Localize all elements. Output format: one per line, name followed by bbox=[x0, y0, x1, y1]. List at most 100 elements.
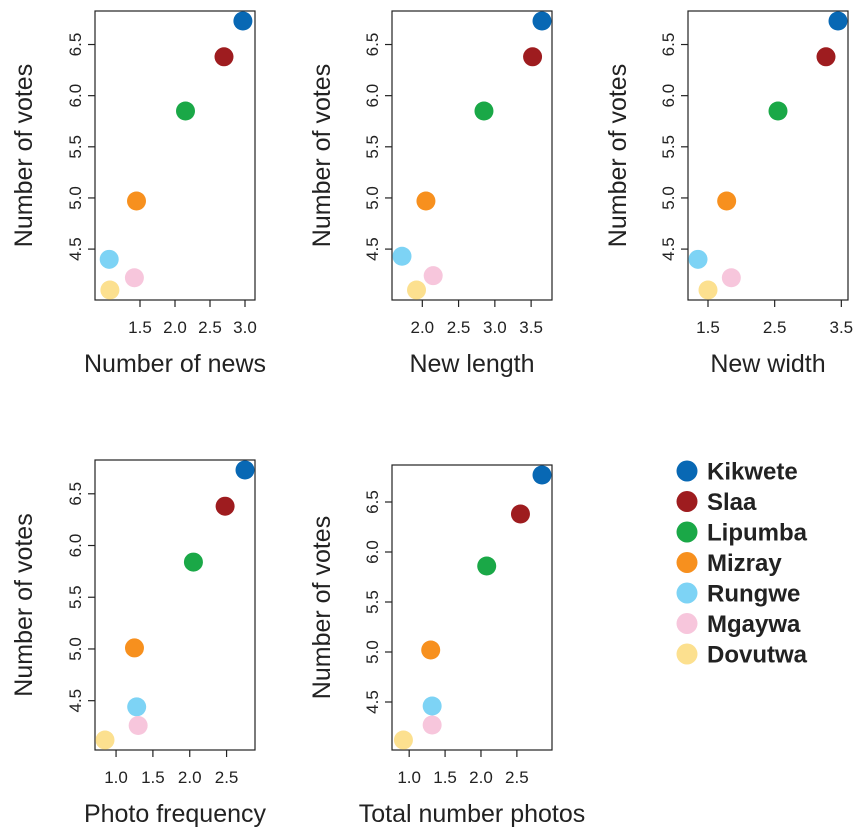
legend-item-dovutwa: Dovutwa bbox=[676, 642, 808, 669]
y-tick-label: 5.0 bbox=[363, 640, 382, 664]
y-axis-title: Number of votes bbox=[604, 64, 632, 247]
y-tick-label: 6.0 bbox=[363, 84, 382, 108]
x-axis-title: Photo frequency bbox=[84, 800, 267, 828]
point-slaa bbox=[215, 496, 235, 516]
point-kikwete bbox=[233, 11, 253, 31]
y-tick-label: 6.5 bbox=[363, 490, 382, 514]
x-tick-label: 1.5 bbox=[141, 768, 165, 787]
x-tick-label: 3.5 bbox=[519, 318, 543, 337]
plot-frame bbox=[391, 464, 553, 751]
legend-label: Rungwe bbox=[707, 581, 800, 608]
y-tick-label: 6.5 bbox=[363, 33, 382, 57]
point-kikwete bbox=[828, 11, 848, 31]
x-tick-label: 1.0 bbox=[397, 768, 421, 787]
point-mizray bbox=[124, 638, 144, 658]
legend-item-rungwe: Rungwe bbox=[676, 581, 800, 608]
y-tick-label: 6.0 bbox=[363, 540, 382, 564]
point-kikwete bbox=[532, 11, 552, 31]
x-tick-label: 3.0 bbox=[483, 318, 507, 337]
scatter-panel-1: 1.5 2.0 2.5 3.0 4.5 5.0 5.5 6.0 6.5 Number of new… bbox=[10, 10, 266, 378]
point-dovutwa bbox=[393, 730, 413, 750]
point-rungwe bbox=[99, 249, 119, 269]
y-axis-title: Number of votes bbox=[10, 64, 38, 247]
y-tick-label: 4.5 bbox=[659, 237, 678, 261]
point-kikwete bbox=[235, 460, 255, 480]
y-tick-label: 4.5 bbox=[363, 690, 382, 714]
legend-item-kikwete: Kikwete bbox=[676, 459, 798, 486]
legend-label: Mizray bbox=[707, 550, 782, 577]
legend-label: Mgaywa bbox=[707, 611, 801, 638]
point-dovutwa bbox=[100, 280, 120, 300]
point-mgaywa bbox=[423, 266, 443, 286]
y-tick-label: 6.0 bbox=[659, 84, 678, 108]
point-lipumba bbox=[768, 101, 788, 121]
legend-item-lipumba: Lipumba bbox=[676, 520, 808, 547]
scatter-panel-3: 1.5 2.5 3.5 4.5 5.0 5.5 6.0 6.5 New width Number … bbox=[604, 10, 854, 378]
y-tick-label: 6.5 bbox=[66, 33, 85, 57]
x-tick-label: 2.5 bbox=[447, 318, 471, 337]
y-tick-label: 6.0 bbox=[66, 534, 85, 558]
point-mizray bbox=[717, 191, 737, 211]
y-axis-title: Number of votes bbox=[308, 64, 336, 247]
point-slaa bbox=[510, 504, 530, 524]
point-rungwe bbox=[392, 246, 412, 266]
legend-label: Kikwete bbox=[707, 459, 798, 486]
point-dovutwa bbox=[407, 280, 427, 300]
y-tick-label: 5.0 bbox=[66, 186, 85, 210]
x-tick-label: 2.0 bbox=[178, 768, 202, 787]
x-tick-label: 1.5 bbox=[696, 318, 720, 337]
scatter-panel-2: 2.0 2.5 3.0 3.5 4.5 5.0 5.5 6.0 6.5 New length Num… bbox=[308, 10, 553, 378]
scatter-panel-5: 1.0 1.5 2.0 2.5 4.5 5.0 5.5 6.0 6.5 Total number … bbox=[308, 464, 586, 828]
x-tick-label: 1.0 bbox=[104, 768, 128, 787]
x-tick-label: 2.5 bbox=[763, 318, 787, 337]
plot-frame bbox=[94, 459, 256, 751]
point-mizray bbox=[416, 191, 436, 211]
y-tick-label: 4.5 bbox=[363, 237, 382, 261]
x-tick-label: 2.0 bbox=[163, 318, 187, 337]
plot-frame bbox=[391, 10, 553, 301]
x-axis-title: New width bbox=[710, 350, 825, 378]
x-tick-label: 2.0 bbox=[469, 768, 493, 787]
y-tick-label: 5.0 bbox=[363, 186, 382, 210]
y-tick-label: 5.5 bbox=[66, 135, 85, 159]
y-tick-label: 5.5 bbox=[363, 590, 382, 614]
y-axis-title: Number of votes bbox=[308, 516, 336, 699]
x-axis-title: Number of news bbox=[84, 350, 266, 378]
legend-label: Dovutwa bbox=[707, 642, 808, 669]
x-tick-label: 3.5 bbox=[830, 318, 854, 337]
point-mgaywa bbox=[721, 268, 741, 288]
x-axis-title: New length bbox=[409, 350, 534, 378]
plot-frame bbox=[687, 10, 849, 301]
scatter-panel-4: 1.0 1.5 2.0 2.5 4.5 5.0 5.5 6.0 6.5 Photo frequen… bbox=[10, 459, 267, 828]
x-tick-label: 2.5 bbox=[505, 768, 529, 787]
y-tick-label: 6.0 bbox=[66, 84, 85, 108]
point-lipumba bbox=[183, 552, 203, 572]
y-tick-label: 5.0 bbox=[659, 186, 678, 210]
y-tick-label: 4.5 bbox=[66, 237, 85, 261]
x-axis-title: Total number photos bbox=[359, 800, 586, 828]
point-mgaywa bbox=[422, 715, 442, 735]
x-tick-label: 2.5 bbox=[215, 768, 239, 787]
legend-marker bbox=[676, 521, 698, 543]
legend-marker bbox=[676, 582, 698, 604]
legend-item-slaa: Slaa bbox=[676, 489, 757, 516]
point-lipumba bbox=[474, 101, 494, 121]
x-tick-label: 1.5 bbox=[433, 768, 457, 787]
point-kikwete bbox=[532, 465, 552, 485]
x-tick-label: 1.5 bbox=[128, 318, 152, 337]
point-rungwe bbox=[688, 249, 708, 269]
point-dovutwa bbox=[95, 730, 115, 750]
legend-marker bbox=[676, 613, 698, 634]
legend-marker bbox=[676, 552, 698, 573]
x-tick-label: 3.0 bbox=[233, 318, 257, 337]
legend-marker bbox=[676, 643, 698, 665]
point-mgaywa bbox=[124, 268, 144, 288]
legend-marker bbox=[676, 491, 698, 512]
y-tick-label: 4.5 bbox=[66, 689, 85, 713]
y-tick-label: 5.5 bbox=[66, 585, 85, 609]
point-slaa bbox=[214, 47, 234, 67]
y-axis-title: Number of votes bbox=[10, 513, 38, 696]
point-lipumba bbox=[477, 556, 497, 576]
point-mgaywa bbox=[128, 716, 148, 736]
point-slaa bbox=[816, 47, 836, 67]
